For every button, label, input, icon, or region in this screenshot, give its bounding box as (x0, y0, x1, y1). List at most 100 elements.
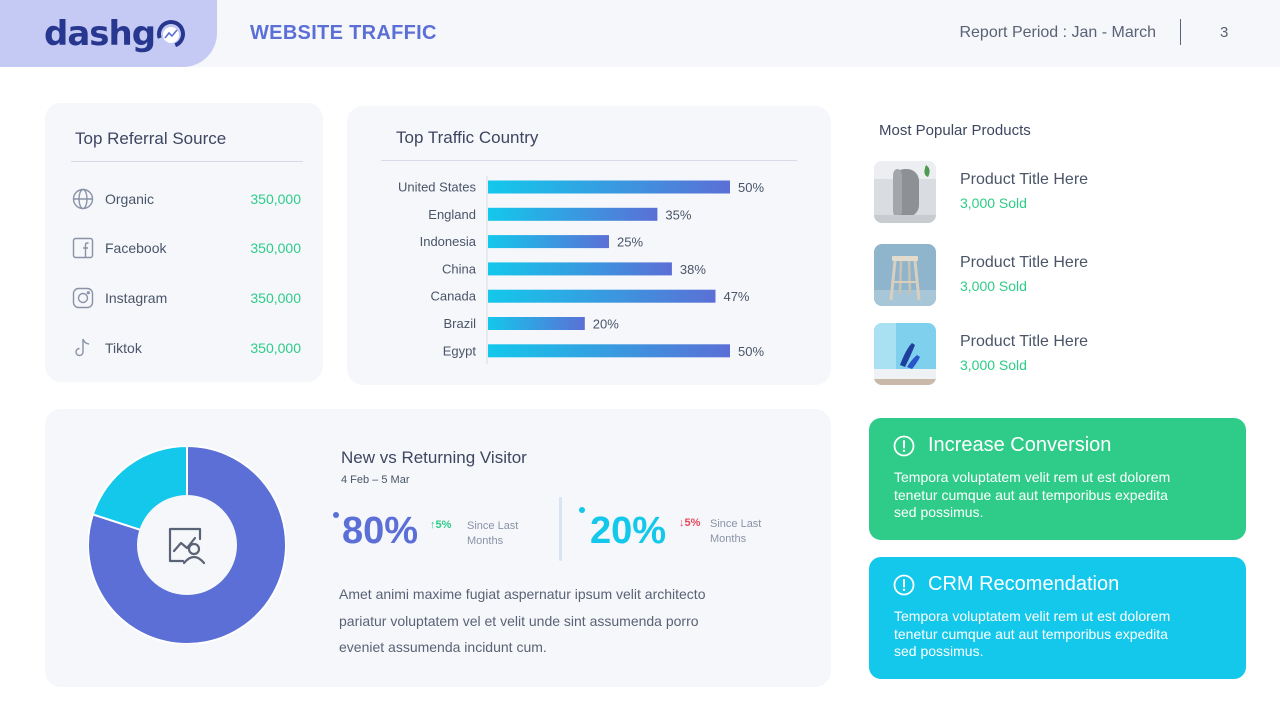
donut-hole (137, 495, 237, 595)
chart-title: Top Traffic Country (396, 128, 539, 147)
returning-visitor-change: ↓5% (679, 517, 700, 529)
traffic-country-card: Top Traffic Country United States 50% Engl… (347, 106, 831, 385)
chart-category-label: China (442, 261, 477, 276)
chart-bar (488, 289, 716, 303)
chart-value-label: 50% (738, 180, 764, 195)
visitor-description: Amet animi maxime fugiat aspernatur ipsu… (339, 581, 759, 661)
chart-category-label: Indonesia (420, 234, 477, 249)
arrow-down-icon: ↓ (679, 517, 685, 529)
since-line: Since Last (710, 518, 762, 530)
chart-bar (488, 235, 609, 249)
referral-value: 350,000 (250, 240, 301, 256)
chart-value-label: 25% (617, 235, 643, 250)
product-sold: 3,000 Sold (960, 357, 1027, 373)
since-line: Since Last (467, 520, 519, 532)
new-visitor-change: ↑5% (430, 519, 451, 531)
traffic-country-chart: United States 50% England 35% Indonesia 25% Ch… (398, 176, 764, 364)
visitor-description-line: pariatur voluptatem vel et velit unde si… (339, 612, 699, 629)
referral-card: Top Referral Source Organic 350,000 Face… (45, 103, 323, 382)
referral-divider (71, 161, 303, 162)
referral-title: Top Referral Source (75, 129, 227, 148)
new-visitor-percent: 80% (342, 510, 419, 552)
header-bar: dashg WEBSITE TRAFFIC Report Period : Ja… (0, 0, 1280, 67)
callout-line: tenetur cumque aut aut temporibus expedi… (894, 625, 1168, 642)
referral-label: Tiktok (105, 340, 142, 356)
callout-title: CRM Recomendation (928, 573, 1120, 595)
referral-row-tiktok: Tiktok 350,000 (71, 335, 311, 361)
referral-value: 350,000 (250, 340, 301, 356)
instagram-icon (71, 286, 95, 310)
callout-crm-recommendation: CRM Recomendation Tempora voluptatem vel… (869, 557, 1246, 679)
product-image-speaker (874, 161, 936, 223)
product-item[interactable]: Product Title Here 3,000 Sold (874, 323, 1204, 385)
product-name: Product Title Here (960, 333, 1089, 350)
page-title: WEBSITE TRAFFIC (250, 22, 437, 44)
callout-increase-conversion: Increase Conversion Tempora voluptatem v… (869, 418, 1246, 540)
product-item[interactable]: Product Title Here 3,000 Sold (874, 161, 1204, 223)
user-chart-icon (168, 527, 206, 565)
chart-bar (488, 180, 730, 194)
chart-bar (488, 317, 585, 330)
chart-category-label: Egypt (443, 343, 477, 358)
chart-bar (488, 344, 730, 358)
chart-category-label: United States (398, 180, 477, 195)
chart-bar (488, 207, 658, 221)
returning-visitor-since: Since Last Months (710, 517, 761, 547)
referral-row-instagram: Instagram 350,000 (71, 285, 311, 311)
product-item[interactable]: Product Title Here 3,000 Sold (874, 244, 1204, 306)
returning-visitor-change-value: 5% (684, 517, 701, 529)
alert-circle-icon (893, 435, 915, 457)
product-sold: 3,000 Sold (960, 195, 1027, 211)
visitor-donut-chart (88, 446, 286, 644)
chart-value-label: 50% (738, 344, 764, 359)
since-line: Months (710, 533, 747, 545)
referral-value: 350,000 (250, 290, 301, 306)
chart-category-label: Canada (430, 289, 476, 304)
callout-body: Tempora voluptatem velit rem ut est dolo… (894, 469, 1234, 522)
logo-mark-icon (156, 19, 186, 54)
callout-body: Tempora voluptatem velit rem ut est dolo… (894, 608, 1234, 661)
product-image-shoes (874, 323, 936, 385)
chart-category-label: Brazil (443, 316, 476, 331)
callout-line: tenetur cumque aut aut temporibus expedi… (894, 486, 1168, 503)
page-number: 3 (1220, 24, 1229, 41)
referral-label: Organic (105, 191, 155, 207)
callout-line: Tempora voluptatem velit rem ut est dolo… (894, 608, 1171, 624)
chart-category-label: England (428, 207, 476, 222)
header-divider (1180, 19, 1181, 45)
chart-bar (488, 262, 672, 276)
returning-visitor-dot (579, 507, 585, 513)
products-title: Most Popular Products (879, 122, 1031, 139)
chart-value-label: 35% (665, 207, 691, 222)
product-name: Product Title Here (960, 254, 1089, 271)
callout-title: Increase Conversion (928, 434, 1112, 456)
referral-row-organic: Organic 350,000 (71, 186, 311, 212)
callout-line: Tempora voluptatem velit rem ut est dolo… (894, 469, 1171, 485)
referral-value: 350,000 (250, 191, 301, 207)
visitor-title: New vs Returning Visitor (341, 448, 527, 467)
chart-value-label: 47% (723, 289, 749, 304)
new-visitor-since: Since Last Months (467, 519, 518, 549)
visitor-date-range: 4 Feb – 5 Mar (341, 474, 410, 486)
visitor-card: New vs Returning Visitor 4 Feb – 5 Mar 8… (45, 409, 831, 687)
callout-line: sed possimus. (894, 643, 984, 659)
product-sold: 3,000 Sold (960, 278, 1027, 294)
since-line: Months (467, 535, 504, 547)
report-period: Report Period : Jan - March (959, 24, 1156, 41)
alert-circle-icon (893, 574, 915, 596)
referral-label: Facebook (105, 240, 167, 256)
tiktok-icon (71, 336, 95, 360)
logo-tab: dashg (0, 0, 217, 67)
chart-value-label: 20% (593, 317, 619, 332)
logo: dashg (44, 13, 156, 54)
visitor-description-line: eveniet assumenda incidunt cum. (339, 639, 547, 655)
stat-divider (559, 497, 562, 561)
new-visitor-dot (333, 512, 339, 518)
returning-visitor-percent: 20% (590, 510, 667, 552)
visitor-description-line: Amet animi maxime fugiat aspernatur ipsu… (339, 586, 706, 602)
arrow-up-icon: ↑ (430, 519, 436, 531)
referral-row-facebook: Facebook 350,000 (71, 235, 311, 261)
callout-line: sed possimus. (894, 504, 984, 520)
facebook-icon (71, 236, 95, 260)
